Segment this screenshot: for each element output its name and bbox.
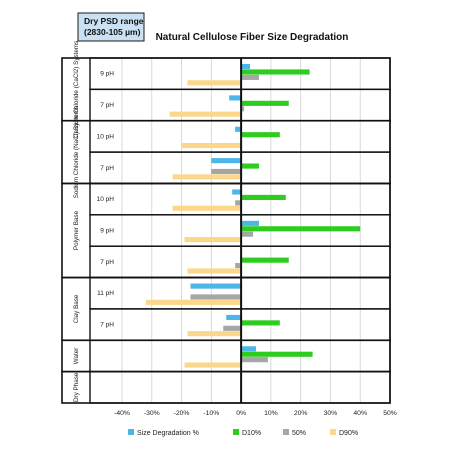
bar bbox=[184, 362, 242, 368]
group-label: Clay Base bbox=[73, 294, 80, 323]
x-tick-label: -30% bbox=[144, 410, 160, 417]
x-tick-label: 20% bbox=[294, 410, 308, 417]
bar bbox=[223, 325, 242, 331]
group-label: Water bbox=[73, 348, 80, 365]
bar bbox=[241, 226, 361, 232]
bar bbox=[241, 194, 286, 200]
bar bbox=[241, 74, 259, 80]
bar bbox=[235, 126, 242, 132]
bar bbox=[187, 80, 242, 86]
bar bbox=[241, 257, 289, 263]
x-tick-label: 10% bbox=[264, 410, 278, 417]
x-tick-label: 50% bbox=[383, 410, 397, 417]
legend-label: D90% bbox=[339, 430, 358, 437]
legend-swatch bbox=[330, 429, 336, 435]
corner-box-line2: (2830-105 µm) bbox=[84, 27, 141, 37]
bar bbox=[172, 205, 242, 211]
x-tick-label: -20% bbox=[174, 410, 190, 417]
legend-swatch bbox=[233, 429, 239, 435]
bar bbox=[190, 283, 242, 289]
bar bbox=[241, 100, 289, 106]
bar bbox=[235, 263, 242, 269]
row-label: 11 pH bbox=[97, 290, 114, 297]
bar bbox=[211, 158, 242, 164]
row-label: 9 pH bbox=[100, 71, 114, 78]
bar bbox=[241, 220, 259, 226]
bar bbox=[172, 174, 242, 180]
x-tick-label: 0% bbox=[236, 410, 246, 417]
legend: Size Degradation % D10% 50% D90% bbox=[128, 429, 358, 437]
row-label: 7 pH bbox=[100, 102, 114, 109]
bar bbox=[241, 231, 254, 237]
bar bbox=[241, 351, 313, 357]
bar bbox=[241, 106, 245, 112]
group-box bbox=[61, 370, 391, 404]
legend-label: D10% bbox=[242, 430, 261, 437]
corner-box bbox=[77, 12, 145, 42]
row-label: 10 pH bbox=[97, 133, 115, 140]
group-label: Dry Phase bbox=[73, 372, 80, 402]
bar bbox=[229, 95, 242, 101]
row-label: 10 pH bbox=[97, 196, 115, 203]
bar bbox=[241, 163, 259, 169]
bar bbox=[241, 132, 280, 138]
bar bbox=[145, 299, 242, 305]
bar bbox=[169, 111, 242, 117]
bar bbox=[187, 331, 242, 337]
bar bbox=[211, 168, 242, 175]
x-tick-label: -40% bbox=[114, 410, 130, 417]
x-tick-label: 40% bbox=[353, 410, 367, 417]
bar bbox=[226, 314, 242, 321]
bar bbox=[190, 294, 242, 300]
row-label: 7 pH bbox=[100, 165, 114, 172]
x-tick-label: 30% bbox=[324, 410, 338, 417]
bar bbox=[241, 64, 251, 70]
bar bbox=[241, 346, 256, 352]
row-label: 7 pH bbox=[100, 322, 114, 329]
group-label: Polymer Base bbox=[73, 210, 80, 250]
plot-area: Calcium Chloride (CaCl2) Systems 9 pH 7 pH… bbox=[61, 41, 397, 417]
row-box bbox=[89, 370, 391, 404]
group-label: Calcium Chloride (CaCl2) Systems bbox=[73, 41, 80, 138]
bar bbox=[184, 237, 242, 243]
bar bbox=[235, 200, 242, 206]
x-tick-label: -10% bbox=[203, 410, 219, 417]
row-label: 7 pH bbox=[100, 259, 114, 266]
group-label: Sodium Chloride (NaCl) Systems bbox=[73, 106, 80, 198]
legend-swatch bbox=[128, 429, 134, 435]
bar bbox=[187, 268, 242, 274]
bar bbox=[241, 357, 268, 363]
bar bbox=[241, 320, 280, 326]
corner-box-line1: Dry PSD range bbox=[84, 16, 144, 26]
bar bbox=[232, 189, 242, 195]
chart-title: Natural Cellulose Fiber Size Degradation bbox=[156, 32, 349, 43]
legend-label: 50% bbox=[292, 430, 306, 437]
bar bbox=[181, 142, 242, 149]
bar bbox=[241, 69, 310, 75]
legend-swatch bbox=[283, 429, 289, 435]
legend-label: Size Degradation % bbox=[137, 430, 199, 437]
row-label: 9 pH bbox=[100, 228, 114, 235]
